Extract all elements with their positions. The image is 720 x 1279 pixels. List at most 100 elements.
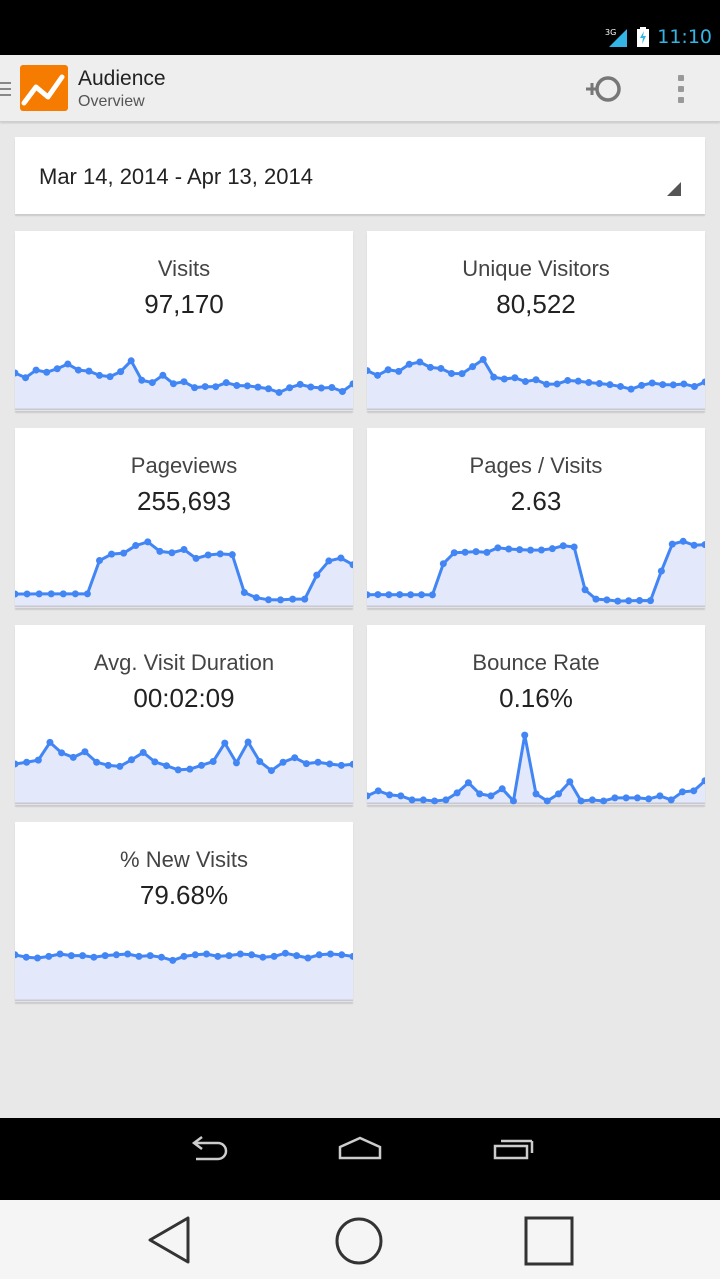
sparkline-point xyxy=(548,545,556,553)
sparkline-point xyxy=(81,748,89,756)
sparkline-point xyxy=(509,797,517,805)
sparkline-point xyxy=(450,549,458,557)
metric-card-new-visits[interactable]: % New Visits 79.68% xyxy=(15,822,353,1002)
sparkline-point xyxy=(657,567,665,575)
sparkline-point xyxy=(157,953,165,961)
metric-value: 2.63 xyxy=(510,486,562,516)
metric-card-pageviews[interactable]: Pageviews 255,693 xyxy=(15,428,353,608)
metric-card-visits[interactable]: Visits 97,170 xyxy=(15,231,353,411)
analytics-logo-icon[interactable] xyxy=(20,65,68,111)
sparkline-point xyxy=(135,952,143,960)
sparkline-point xyxy=(614,597,622,605)
sparkline-point xyxy=(22,953,30,961)
sparkline-point xyxy=(15,951,19,959)
sparkline-point xyxy=(461,548,469,556)
sparkline-point xyxy=(701,777,705,785)
sparkline-point xyxy=(498,785,506,793)
sparkline-point xyxy=(117,368,125,376)
system-home-icon[interactable] xyxy=(334,1216,384,1266)
sparkline-point xyxy=(349,952,353,960)
sparkline-point xyxy=(265,385,272,393)
back-icon[interactable] xyxy=(184,1135,230,1165)
metric-card-unique-visitors[interactable]: Unique Visitors 80,522 xyxy=(367,231,705,411)
home-icon[interactable] xyxy=(337,1136,383,1162)
sparkline-point xyxy=(67,952,75,960)
sparkline-point xyxy=(307,383,315,391)
sparkline-point xyxy=(69,753,77,761)
sparkline-point xyxy=(148,379,156,387)
sparkline-point xyxy=(265,596,272,604)
sparkline-point xyxy=(679,537,687,545)
sparkline-chart xyxy=(15,357,353,411)
network-type-label: 3G xyxy=(605,28,616,37)
overflow-menu-icon[interactable] xyxy=(668,73,694,105)
sparkline-point xyxy=(252,594,260,602)
sparkline-point xyxy=(293,952,301,960)
drawer-icon[interactable] xyxy=(0,79,12,99)
metric-label: Pageviews xyxy=(130,453,238,478)
sparkline-point xyxy=(221,739,229,747)
sparkline-point xyxy=(302,760,310,768)
sparkline-point xyxy=(537,546,545,554)
sparkline-point xyxy=(559,542,567,550)
status-icons: 3G 11:10 xyxy=(605,26,712,48)
dropdown-caret-icon xyxy=(667,182,681,196)
sparkline-point xyxy=(209,758,217,766)
sparkline-point xyxy=(203,950,211,958)
metric-card-bounce-rate[interactable]: Bounce Rate 0.16% xyxy=(367,625,705,805)
sparkline-point xyxy=(15,760,19,768)
sparkline-point xyxy=(289,595,297,603)
title-block[interactable]: Audience Overview xyxy=(78,66,166,112)
sparkline-point xyxy=(256,758,264,766)
sparkline-point xyxy=(574,377,582,385)
sparkline-point xyxy=(532,376,540,384)
sparkline-point xyxy=(646,597,654,605)
metric-value: 255,693 xyxy=(137,486,231,516)
sparkline-point xyxy=(588,796,596,804)
sparkline-point xyxy=(645,795,653,803)
metric-label: Unique Visitors xyxy=(462,256,610,281)
add-segment-icon[interactable] xyxy=(582,71,628,107)
status-bar: 3G 11:10 xyxy=(0,0,720,55)
sparkline-point xyxy=(701,378,705,386)
system-back-icon[interactable] xyxy=(146,1216,192,1264)
date-range-selector[interactable]: Mar 14, 2014 - Apr 13, 2014 xyxy=(15,137,705,214)
metric-label: Pages / Visits xyxy=(469,453,603,478)
recent-apps-icon[interactable] xyxy=(492,1136,536,1162)
sparkline-point xyxy=(74,366,82,374)
sparkline-point xyxy=(328,383,336,391)
sparkline-point xyxy=(259,953,267,961)
sparkline-point xyxy=(633,794,641,802)
sparkline-point xyxy=(656,792,664,800)
sparkline-point xyxy=(338,951,346,959)
metric-value: 97,170 xyxy=(144,289,224,319)
sparkline-chart xyxy=(367,537,705,608)
sparkline-point xyxy=(442,796,450,804)
sparkline-point xyxy=(228,551,236,559)
sparkline-point xyxy=(505,545,513,553)
sparkline-point xyxy=(581,586,589,594)
sparkline-point xyxy=(464,779,472,787)
sparkline-point xyxy=(397,792,405,800)
system-overview-icon[interactable] xyxy=(524,1216,574,1266)
sparkline-point xyxy=(163,762,171,770)
metric-label: Avg. Visit Duration xyxy=(93,650,275,675)
metric-card-avg-visit-duration[interactable]: Avg. Visit Duration 00:02:09 xyxy=(15,625,353,805)
sparkline-point xyxy=(476,790,484,798)
sparkline-point xyxy=(407,591,415,599)
sparkline-point xyxy=(418,591,426,599)
sparkline-point xyxy=(419,796,427,804)
sparkline-point xyxy=(315,951,323,959)
metric-value: 80,522 xyxy=(496,289,576,319)
metric-card-pages-per-visit[interactable]: Pages / Visits 2.63 xyxy=(367,428,705,608)
sparkline-chart xyxy=(367,355,705,411)
sparkline-point xyxy=(79,952,87,960)
sparkline-point xyxy=(469,363,477,371)
sparkline-point xyxy=(34,756,42,764)
sparkline-point xyxy=(159,371,167,379)
sparkline-point xyxy=(104,761,112,769)
sparkline-point xyxy=(494,544,502,552)
sparkline-point xyxy=(338,387,346,395)
sparkline-point xyxy=(248,951,256,959)
metric-value: 00:02:09 xyxy=(133,683,235,713)
